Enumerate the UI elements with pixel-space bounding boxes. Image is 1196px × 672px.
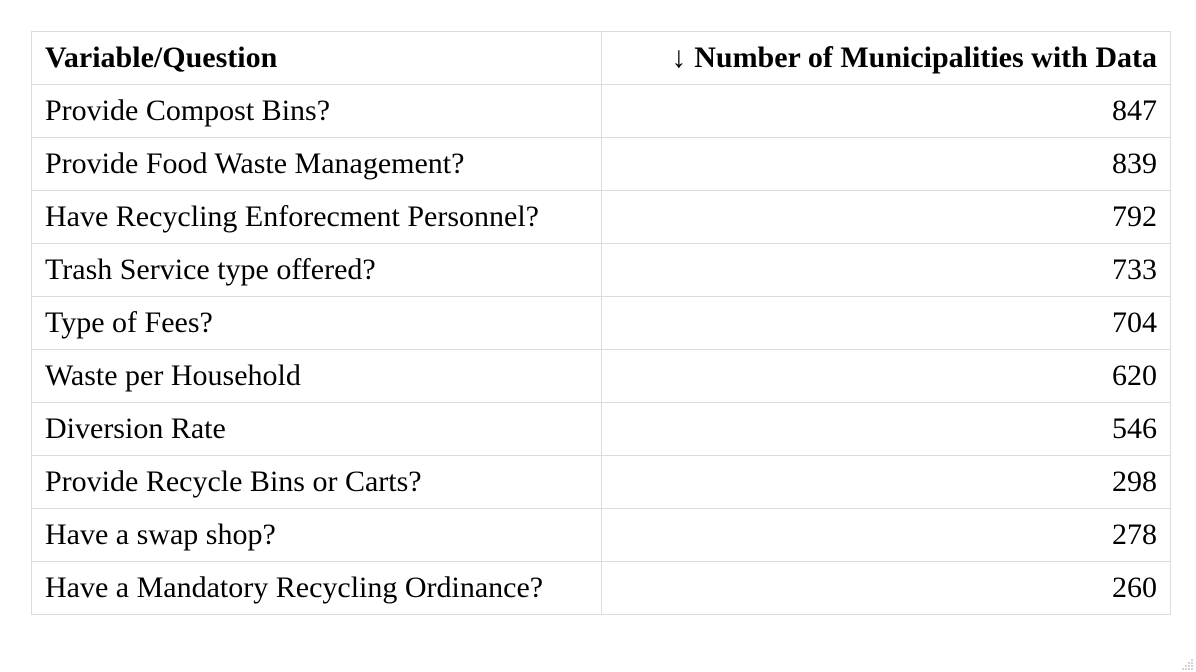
- table-header-row: Variable/Question ↓ Number of Municipalit…: [31, 31, 1171, 85]
- cell-variable: Provide Recycle Bins or Carts?: [31, 455, 602, 509]
- table-row: Type of Fees? 704: [31, 296, 1171, 350]
- cell-variable: Diversion Rate: [31, 402, 602, 456]
- column-header-count[interactable]: ↓ Number of Municipalities with Data: [601, 31, 1171, 85]
- resize-handle-icon[interactable]: [1180, 656, 1194, 670]
- cell-variable: Have a Mandatory Recycling Ordinance?: [31, 561, 602, 615]
- data-table: Variable/Question ↓ Number of Municipalit…: [31, 31, 1171, 615]
- cell-count: 733: [601, 243, 1171, 297]
- table-row: Provide Compost Bins? 847: [31, 84, 1171, 138]
- cell-count: 847: [601, 84, 1171, 138]
- cell-variable: Trash Service type offered?: [31, 243, 602, 297]
- column-header-label: Number of Municipalities with Data: [694, 41, 1157, 74]
- table-row: Waste per Household 620: [31, 349, 1171, 403]
- column-header-variable[interactable]: Variable/Question: [31, 31, 602, 85]
- cell-variable: Have Recycling Enforecment Personnel?: [31, 190, 602, 244]
- cell-variable: Waste per Household: [31, 349, 602, 403]
- data-table-container: Variable/Question ↓ Number of Municipalit…: [31, 31, 1171, 615]
- cell-count: 839: [601, 137, 1171, 191]
- table-body: Provide Compost Bins? 847 Provide Food Was…: [31, 84, 1171, 615]
- table-row: Diversion Rate 546: [31, 402, 1171, 456]
- arrow-down-icon: ↓: [671, 41, 687, 74]
- cell-variable: Type of Fees?: [31, 296, 602, 350]
- table-row: Provide Recycle Bins or Carts? 298: [31, 455, 1171, 509]
- cell-variable: Provide Food Waste Management?: [31, 137, 602, 191]
- cell-count: 278: [601, 508, 1171, 562]
- cell-variable: Provide Compost Bins?: [31, 84, 602, 138]
- cell-variable: Have a swap shop?: [31, 508, 602, 562]
- table-row: Have a swap shop? 278: [31, 508, 1171, 562]
- table-row: Have Recycling Enforecment Personnel? 792: [31, 190, 1171, 244]
- table-row: Provide Food Waste Management? 839: [31, 137, 1171, 191]
- cell-count: 704: [601, 296, 1171, 350]
- cell-count: 620: [601, 349, 1171, 403]
- column-header-label: Variable/Question: [45, 41, 278, 74]
- cell-count: 792: [601, 190, 1171, 244]
- table-row: Have a Mandatory Recycling Ordinance? 260: [31, 561, 1171, 615]
- cell-count: 260: [601, 561, 1171, 615]
- cell-count: 298: [601, 455, 1171, 509]
- cell-count: 546: [601, 402, 1171, 456]
- table-row: Trash Service type offered? 733: [31, 243, 1171, 297]
